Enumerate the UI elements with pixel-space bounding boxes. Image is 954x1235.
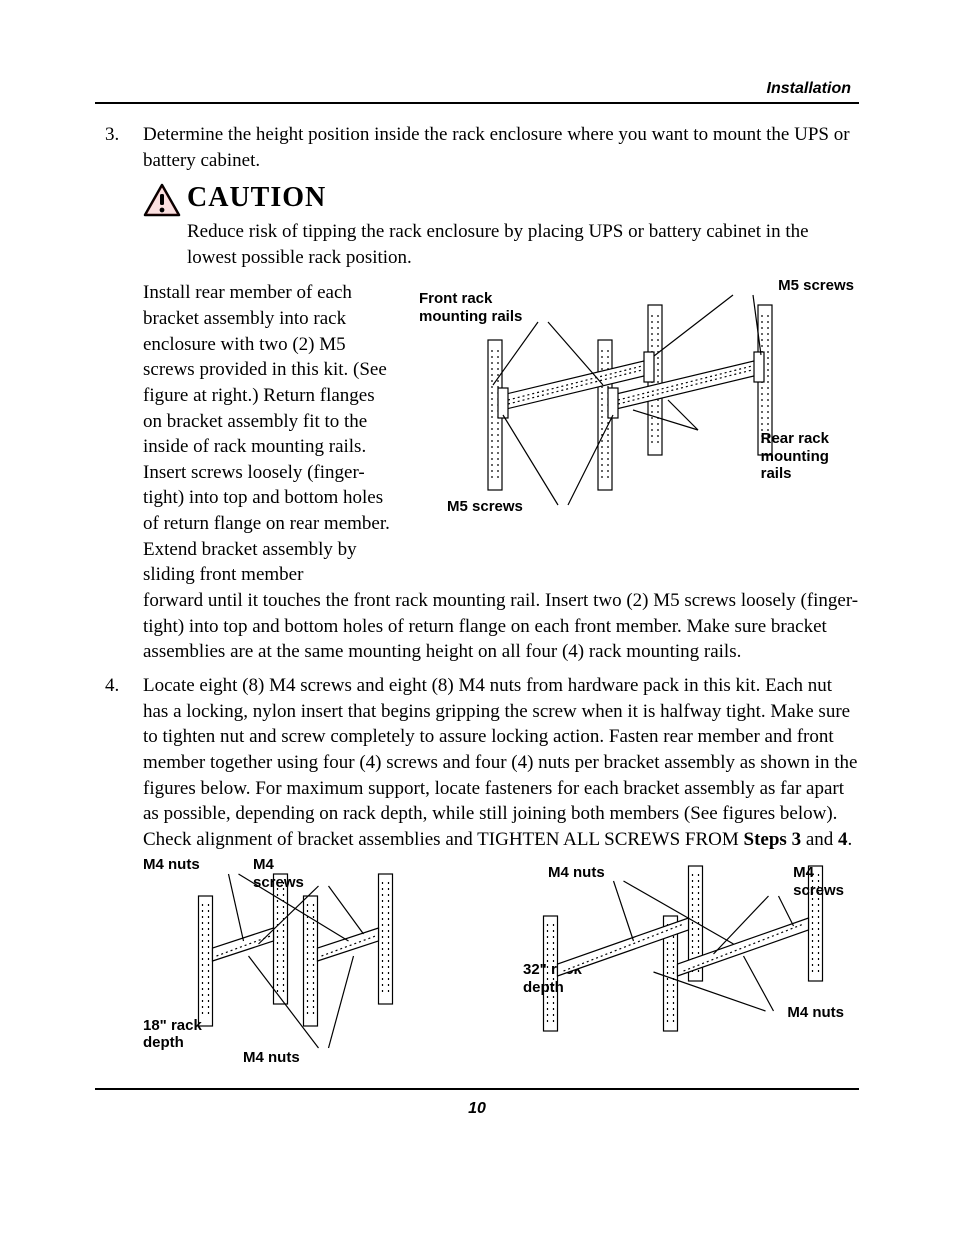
caution-block: CAUTION Reduce risk of tipping the rack … xyxy=(143,179,859,270)
page-number: 10 xyxy=(95,1100,859,1118)
figure1-svg xyxy=(407,280,859,525)
step-body: Determine the height position inside the… xyxy=(143,122,859,665)
step3-continued: forward until it touches the front rack … xyxy=(143,588,859,665)
step4-bold-steps: Steps 3 xyxy=(744,829,802,850)
page: Installation 3. Determine the height pos… xyxy=(0,0,954,1235)
figure-1: M5 screws Front rack mounting rails Rear… xyxy=(407,280,859,525)
caution-content: CAUTION Reduce risk of tipping the rack … xyxy=(187,179,859,270)
step4-and: and xyxy=(801,829,838,850)
step-4: 4. Locate eight (8) M4 screws and eight … xyxy=(105,673,859,1066)
bottom-figures: M4 nuts M4 screws 18" rack depth M4 nuts xyxy=(143,856,859,1066)
step-3: 3. Determine the height position inside … xyxy=(105,122,859,665)
step3-intro: Determine the height position inside the… xyxy=(143,122,859,173)
wrap-row: Install rear member of each bracket asse… xyxy=(143,280,859,588)
header-rule xyxy=(95,102,859,104)
caution-text: Reduce risk of tipping the rack enclosur… xyxy=(187,219,859,270)
step3-wrapped: Install rear member of each bracket asse… xyxy=(143,280,393,588)
figure-3: M4 nuts M4 screws 32" rack depth M4 nuts xyxy=(508,856,859,1066)
figure3-svg xyxy=(508,856,859,1066)
content-area: 3. Determine the height position inside … xyxy=(105,122,859,1066)
figure-2: M4 nuts M4 screws 18" rack depth M4 nuts xyxy=(143,856,494,1066)
step-number: 3. xyxy=(105,122,143,665)
step4-period: . xyxy=(848,829,853,850)
caution-title: CAUTION xyxy=(187,179,859,217)
figure2-svg xyxy=(143,856,494,1066)
section-header: Installation xyxy=(95,80,851,98)
step4-text: Locate eight (8) M4 screws and eight (8)… xyxy=(143,675,857,850)
step-number: 4. xyxy=(105,673,143,1066)
step4-bold-4: 4 xyxy=(838,829,848,850)
step-body: Locate eight (8) M4 screws and eight (8)… xyxy=(143,673,859,1066)
footer-rule xyxy=(95,1088,859,1090)
warning-icon xyxy=(143,179,187,225)
